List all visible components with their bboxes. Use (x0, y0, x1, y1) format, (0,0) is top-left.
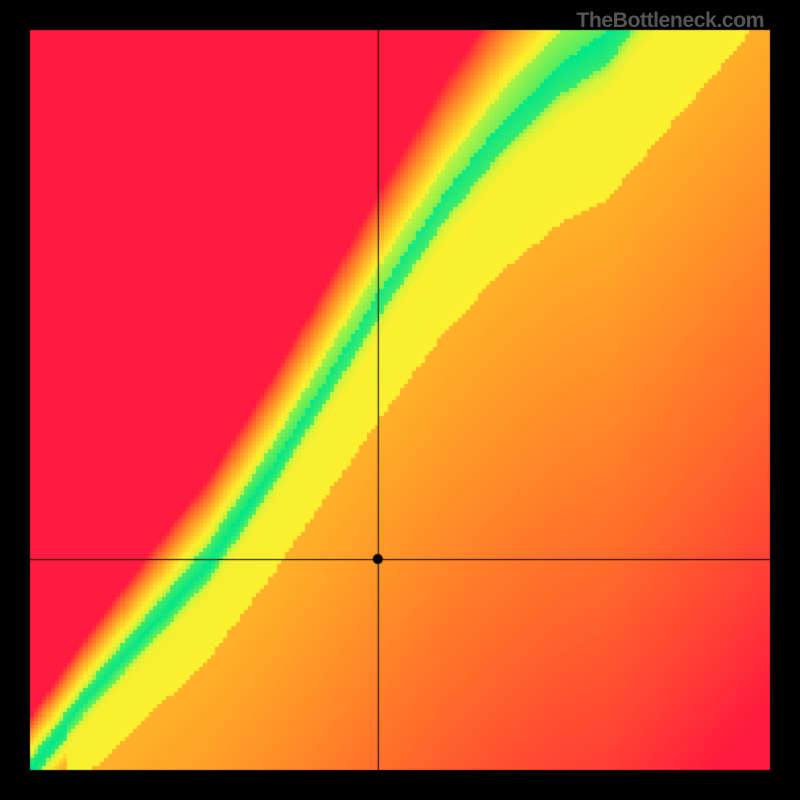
chart-container: TheBottleneck.com (0, 0, 800, 800)
watermark-text: TheBottleneck.com (576, 8, 764, 33)
bottleneck-heatmap (0, 0, 800, 800)
